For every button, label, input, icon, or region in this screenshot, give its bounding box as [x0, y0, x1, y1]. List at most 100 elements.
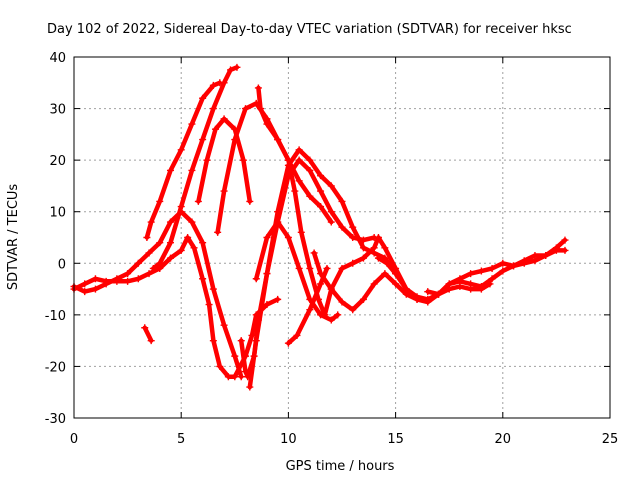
data-point: [317, 280, 325, 288]
data-point: [297, 228, 305, 236]
data-point: [561, 236, 569, 244]
data-point: [145, 270, 153, 278]
y-tick-label: 10: [49, 206, 66, 221]
data-point: [327, 208, 335, 216]
data-point: [156, 197, 164, 205]
data-point: [467, 270, 475, 278]
data-point: [293, 331, 301, 339]
data-point: [237, 373, 245, 381]
data-point: [317, 270, 325, 278]
data-point: [359, 295, 367, 303]
data-point: [91, 275, 99, 283]
data-point: [317, 203, 325, 211]
y-tick-label: -20: [45, 360, 66, 375]
data-point: [143, 234, 151, 241]
data-point: [242, 105, 250, 113]
data-point: [246, 197, 254, 205]
data-point: [231, 136, 239, 144]
data-point: [102, 277, 110, 285]
data-point: [166, 166, 174, 174]
data-point: [488, 264, 496, 272]
data-point: [392, 280, 400, 288]
data-point: [499, 267, 507, 275]
data-point: [237, 337, 245, 345]
chart-title: Day 102 of 2022, Sidereal Day-to-day VTE…: [47, 22, 572, 37]
data-point: [194, 197, 202, 205]
data-point: [338, 223, 346, 231]
data-point: [188, 218, 196, 226]
data-point: [81, 288, 89, 296]
data-point: [199, 275, 207, 283]
data-point: [531, 252, 539, 260]
data-point: [338, 197, 346, 205]
data-point: [291, 187, 299, 195]
data-point: [91, 285, 99, 293]
data-point: [239, 156, 247, 164]
data-point: [248, 331, 256, 339]
data-point: [284, 339, 292, 347]
data-point: [359, 254, 367, 262]
data-point: [263, 270, 271, 278]
data-point: [338, 298, 346, 306]
data-point: [488, 275, 496, 283]
data-point: [242, 368, 250, 376]
x-tick-label: 25: [602, 432, 619, 447]
data-point: [263, 120, 271, 128]
data-point: [327, 218, 335, 226]
data-point: [424, 295, 432, 303]
y-axis-label: SDTVAR / TECUs: [6, 184, 21, 291]
data-point: [306, 156, 314, 164]
data-point: [520, 257, 528, 265]
data-point: [306, 166, 314, 174]
y-tick-label: -30: [45, 412, 66, 427]
data-point: [392, 270, 400, 278]
data-point: [246, 383, 254, 391]
data-point: [317, 187, 325, 195]
data-point: [381, 244, 389, 252]
x-tick-label: 10: [280, 432, 297, 447]
data-point: [233, 63, 241, 71]
data-point: [381, 270, 389, 278]
data-point: [254, 84, 262, 92]
data-point: [445, 285, 453, 293]
data-point: [323, 264, 331, 272]
data-point: [295, 156, 303, 164]
data-point: [310, 249, 318, 257]
data-point: [209, 81, 217, 89]
data-point: [209, 285, 217, 293]
y-tick-label: 30: [49, 103, 66, 118]
y-tick-label: -10: [45, 309, 66, 324]
data-point: [81, 280, 89, 288]
data-point: [199, 239, 207, 247]
series-line-track-c: [142, 325, 154, 343]
data-point: [413, 293, 421, 301]
plot-area: [70, 63, 569, 391]
data-point: [317, 172, 325, 180]
data-point: [374, 254, 382, 262]
data-point: [434, 290, 442, 298]
x-tick-label: 15: [387, 432, 404, 447]
y-tick-label: 0: [58, 257, 66, 272]
data-point: [188, 166, 196, 174]
data-point: [205, 301, 213, 309]
data-point: [147, 337, 155, 345]
data-point: [124, 270, 132, 278]
data-point: [424, 288, 432, 296]
data-point: [184, 234, 192, 241]
data-point: [227, 66, 235, 74]
data-point: [306, 306, 314, 314]
data-point: [124, 277, 132, 285]
data-point: [149, 264, 157, 272]
data-point: [284, 234, 292, 241]
data-point: [220, 115, 228, 123]
data-point: [156, 239, 164, 247]
data-point: [383, 259, 391, 267]
data-point: [231, 373, 239, 381]
data-point: [113, 277, 121, 285]
data-point: [156, 259, 164, 267]
data-point: [274, 295, 282, 303]
x-axis-label: GPS time / hours: [286, 459, 395, 474]
data-point: [295, 146, 303, 154]
data-point: [263, 301, 271, 309]
